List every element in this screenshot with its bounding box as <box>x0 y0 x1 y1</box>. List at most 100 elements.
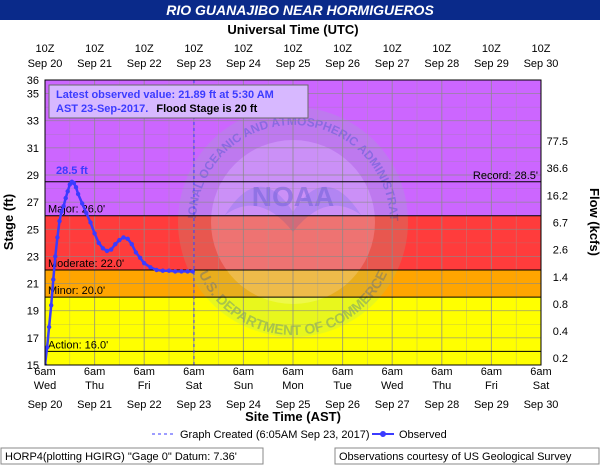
observed-point <box>108 247 114 252</box>
threshold-label: Action: 16.0' <box>48 339 108 351</box>
threshold-label: Minor: 20.0' <box>48 285 105 297</box>
bottom-tick-day: Tue <box>333 380 352 392</box>
bottom-tick-day: Fri <box>138 380 151 392</box>
top-tick-hour: 10Z <box>532 43 551 55</box>
bottom-tick-hour: 6am <box>332 366 353 378</box>
top-tick-date: Sep 20 <box>28 58 63 70</box>
footer-datum-text: HORP4(plotting HGIRG) "Gage 0" Datum: 7.… <box>5 451 237 463</box>
legend-observed-dot-icon <box>380 431 386 437</box>
observed-point <box>160 268 165 273</box>
observed-point <box>88 220 93 225</box>
bottom-tick-date: Sep 27 <box>375 399 410 411</box>
top-tick-hour: 10Z <box>383 43 402 55</box>
observed-point <box>53 254 58 259</box>
observed-point <box>84 210 89 216</box>
bottom-axis-title: Site Time (AST) <box>245 409 341 424</box>
top-tick-hour: 10Z <box>184 43 203 55</box>
left-tick-label: 19 <box>27 306 39 318</box>
observed-point <box>166 268 172 273</box>
top-axis-ticks: 10Z Sep 20 10Z Sep 21 10Z Sep 22 10Z Sep 23 10Z S… <box>28 43 559 70</box>
chart-title: RIO GUANAJIBO NEAR HORMIGUEROS <box>166 2 434 18</box>
right-tick-label: 36.6 <box>547 163 568 175</box>
bottom-tick-hour: 6am <box>84 366 105 378</box>
observed-point <box>59 209 64 214</box>
observed-point <box>121 235 126 240</box>
observed-point <box>185 269 190 274</box>
top-tick-date: Sep 26 <box>325 58 360 70</box>
peak-label: 28.5 ft <box>56 165 88 177</box>
bottom-tick-day: Thu <box>85 380 104 392</box>
observed-point <box>75 191 81 197</box>
observed-point <box>92 231 97 236</box>
top-tick-hour: 10Z <box>234 43 253 55</box>
bottom-tick-day: Wed <box>34 380 56 392</box>
bottom-tick-day: Fri <box>485 380 498 392</box>
bottom-tick-day: Mon <box>282 380 303 392</box>
right-tick-label: 1.4 <box>553 272 568 284</box>
bottom-tick-hour: 6am <box>282 366 303 378</box>
observed-point <box>65 189 70 194</box>
noaa-seal-gull-icon <box>225 186 361 232</box>
bottom-tick-hour: 6am <box>431 366 452 378</box>
bottom-tick-day: Sat <box>533 380 550 392</box>
bottom-tick-hour: 6am <box>530 366 551 378</box>
y-axis-left-title: Stage (ft) <box>1 194 16 250</box>
left-tick-label: 27 <box>27 197 39 209</box>
right-tick-label: 0.2 <box>553 353 568 365</box>
top-tick-date: Sep 30 <box>524 58 559 70</box>
observed-point <box>104 248 110 254</box>
left-tick-label: 29 <box>27 170 39 182</box>
bottom-tick-day: Thu <box>432 380 451 392</box>
bottom-tick-date: Sep 25 <box>276 399 311 411</box>
observed-point <box>73 185 79 190</box>
info-box-line-2: AST 23-Sep-2017. Flood Stage is 20 ft <box>56 103 258 115</box>
threshold-label: Moderate: 22.0' <box>48 258 124 270</box>
observed-point <box>100 246 106 251</box>
left-tick-label: 36 <box>27 75 39 87</box>
bottom-tick-date: Sep 21 <box>77 399 112 411</box>
legend-created-label: Graph Created (6:05AM Sep 23, 2017) <box>180 429 370 441</box>
footer-credit-text: Observations courtesy of US Geological S… <box>339 451 572 463</box>
top-tick-date: Sep 22 <box>127 58 162 70</box>
bottom-axis-ticks: 6am Wed Sep 20 6am Thu Sep 21 6am Fri Sep 22 6am S… <box>28 366 559 411</box>
left-tick-label: 15 <box>27 360 39 372</box>
observed-point <box>63 195 68 201</box>
top-tick-date: Sep 23 <box>176 58 211 70</box>
observed-point <box>154 267 159 273</box>
top-tick-date: Sep 27 <box>375 58 410 70</box>
left-tick-label: 17 <box>27 333 39 345</box>
left-axis-ticks: 15 17 19 21 23 25 27 29 31 33 35 36 <box>27 75 39 372</box>
footer: HORP4(plotting HGIRG) "Gage 0" Datum: 7.… <box>0 447 600 465</box>
observed-point <box>71 180 77 186</box>
footer-left-box <box>0 447 264 465</box>
left-tick-label: 21 <box>27 279 39 291</box>
top-tick-hour: 10Z <box>135 43 154 55</box>
top-tick-hour: 10Z <box>85 43 104 55</box>
observed-point <box>137 255 143 260</box>
top-axis-title: Universal Time (UTC) <box>227 22 358 37</box>
bottom-tick-date: Sep 29 <box>474 399 509 411</box>
right-tick-label: 16.2 <box>547 190 568 202</box>
top-tick-hour: 10Z <box>333 43 352 55</box>
observed-point <box>45 362 48 365</box>
top-tick-hour: 10Z <box>482 43 501 55</box>
info-box-line-1: Latest observed value: 21.89 ft at 5:30 … <box>56 89 274 101</box>
observed-point <box>51 277 56 282</box>
threshold-label: Major: 26.0' <box>48 204 105 216</box>
right-tick-label: 0.4 <box>553 326 568 338</box>
observed-point <box>173 269 178 274</box>
bottom-tick-date: Sep 20 <box>28 399 63 411</box>
top-tick-hour: 10Z <box>36 43 55 55</box>
top-tick-date: Sep 28 <box>424 58 459 70</box>
left-tick-label: 23 <box>27 251 39 263</box>
observed-point <box>179 269 184 274</box>
legend-observed-label: Observed <box>399 429 447 441</box>
left-tick-label: 35 <box>27 89 39 101</box>
right-tick-label: 0.8 <box>553 299 568 311</box>
observed-point <box>117 237 122 243</box>
observed-point <box>55 235 60 240</box>
observed-point <box>80 201 85 206</box>
right-axis-ticks: 0.2 0.4 0.8 1.4 2.6 6.7 16.2 36.6 77.5 <box>547 136 568 365</box>
observed-point <box>61 204 66 209</box>
